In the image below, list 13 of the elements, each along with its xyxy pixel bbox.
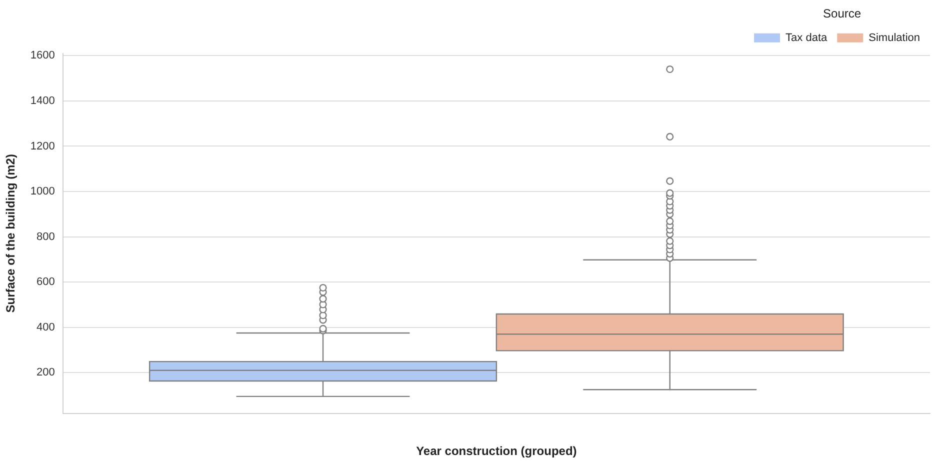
y-tick-label: 1600 xyxy=(30,50,55,62)
y-tick-label: 600 xyxy=(36,276,55,288)
legend-title: Source xyxy=(823,6,862,20)
x-axis-title: Year construction (grouped) xyxy=(416,444,577,458)
y-tick-label: 800 xyxy=(36,230,55,243)
y-tick-label: 200 xyxy=(36,366,55,379)
legend-label: Simulation xyxy=(868,32,920,44)
y-tick-label: 400 xyxy=(36,321,55,334)
y-axis-title: Surface of the building (m2) xyxy=(4,154,18,313)
legend-label: Tax data xyxy=(786,32,828,44)
y-tick-label: 1200 xyxy=(30,140,55,152)
y-tick-label: 1000 xyxy=(30,186,55,198)
y-tick-label: 1400 xyxy=(30,94,55,107)
